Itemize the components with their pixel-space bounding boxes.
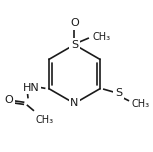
Text: CH₃: CH₃ bbox=[92, 32, 110, 42]
Text: CH₃: CH₃ bbox=[131, 99, 149, 109]
Text: O: O bbox=[4, 95, 13, 105]
Text: S: S bbox=[71, 40, 78, 50]
Text: HN: HN bbox=[23, 83, 40, 93]
Text: CH₃: CH₃ bbox=[35, 115, 53, 125]
Text: O: O bbox=[70, 18, 79, 28]
Text: N: N bbox=[70, 98, 79, 108]
Text: S: S bbox=[115, 88, 122, 98]
